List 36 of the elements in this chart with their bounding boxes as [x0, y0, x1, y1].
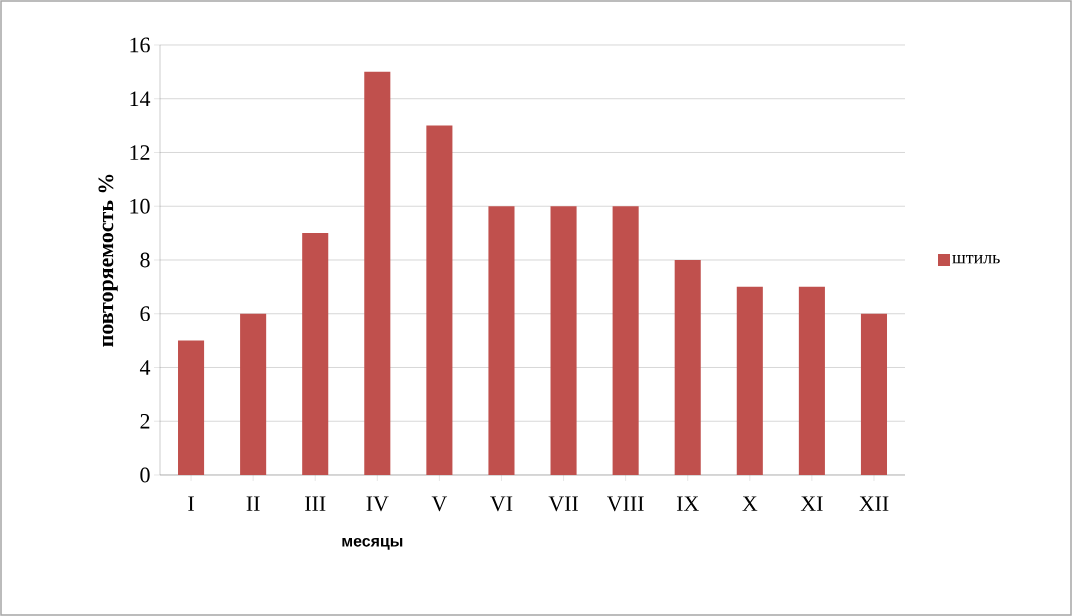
- y-tick-label: 12: [130, 145, 150, 160]
- y-tick-label: 16: [130, 37, 150, 53]
- x-tick-label: X: [742, 496, 758, 511]
- x-tick-label: VI: [490, 496, 513, 512]
- x-tick-label: VII: [548, 496, 578, 512]
- y-tick-label: 4: [139, 360, 151, 375]
- y-tick-label: 0: [140, 467, 150, 483]
- y-tick-label: 2: [140, 413, 150, 429]
- y-tick-label: 10: [130, 198, 150, 214]
- bar: [736, 286, 763, 475]
- bar: [178, 340, 205, 475]
- x-tick-label: III: [305, 496, 326, 511]
- x-tick-label: IV: [366, 496, 389, 512]
- bar: [798, 286, 825, 475]
- y-tick-label: 14: [130, 91, 151, 106]
- x-axis-title: месяцы: [342, 537, 403, 550]
- x-tick-label: VIII: [607, 496, 644, 512]
- x-tick-label: IX: [676, 496, 699, 511]
- bar: [302, 233, 329, 475]
- bar: [240, 313, 267, 475]
- bar: [488, 206, 515, 475]
- x-tick-label: II: [246, 496, 260, 511]
- bar: [426, 125, 453, 475]
- legend-label: штиль: [952, 255, 1000, 264]
- bar: [550, 206, 577, 475]
- y-tick-label: 8: [140, 252, 150, 268]
- x-tick-label: I: [188, 496, 194, 511]
- x-tick-label: V: [431, 496, 448, 512]
- y-tick-label: 6: [140, 306, 150, 322]
- bar: [364, 71, 391, 475]
- bar: [674, 259, 701, 475]
- bar: [860, 313, 888, 475]
- y-axis-title: повторяемость %: [98, 174, 118, 347]
- bar: [612, 206, 639, 475]
- x-tick-label: XII: [859, 496, 889, 511]
- x-tick-label: XI: [800, 496, 823, 511]
